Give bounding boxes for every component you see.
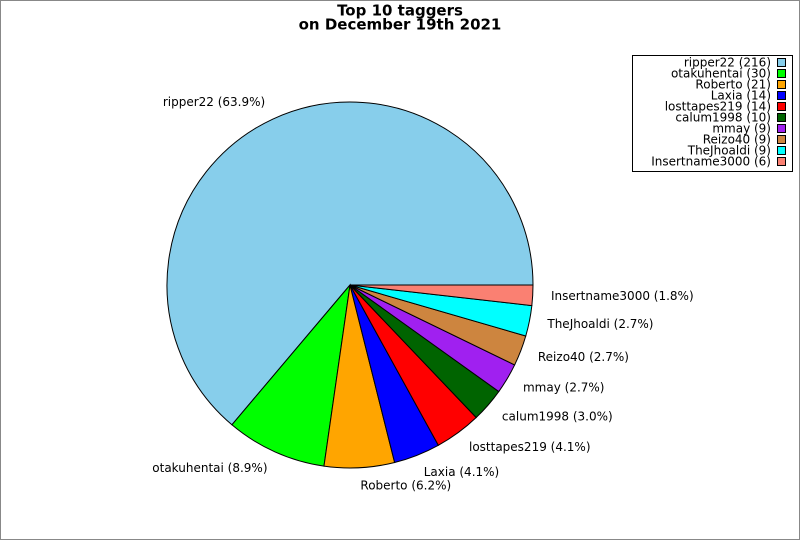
legend-label: otakuhentai (30): [671, 67, 771, 81]
slice-label: mmay (2.7%): [523, 380, 605, 394]
slice-label: TheJhoaldi (2.7%): [546, 317, 653, 331]
legend-label: Reizo40 (9): [703, 133, 771, 147]
slice-label: Reizo40 (2.7%): [538, 350, 629, 364]
slice-label: Roberto (6.2%): [360, 479, 451, 493]
legend-swatch: [777, 102, 786, 111]
legend-label: calum1998 (10): [675, 111, 771, 125]
slice-label: calum1998 (3.0%): [502, 410, 613, 424]
legend-label: Laxia (14): [711, 89, 771, 103]
legend-swatch: [777, 58, 786, 67]
legend-box: [632, 55, 793, 172]
pie-slice: [166, 101, 534, 426]
legend-swatch: [777, 124, 786, 133]
slice-label: losttapes219 (4.1%): [469, 440, 591, 454]
legend-swatch: [777, 113, 786, 122]
legend-swatch: [777, 91, 786, 100]
chart-subtitle: on December 19th 2021: [299, 16, 502, 34]
pie-slice: [231, 283, 351, 467]
legend-label: Roberto (21): [695, 78, 771, 92]
legend-swatch: [777, 146, 786, 155]
legend-swatch: [777, 80, 786, 89]
legend-label: losttapes219 (14): [665, 100, 771, 114]
legend-label: Insertname3000 (6): [651, 155, 771, 169]
chart-title: Top 10 taggers: [337, 2, 463, 20]
legend-swatch: [777, 69, 786, 78]
legend-swatch: [777, 135, 786, 144]
legend-label: TheJhoaldi (9): [687, 144, 771, 158]
pie-slice: [349, 284, 534, 307]
legend-label: mmay (9): [712, 122, 771, 136]
slice-label: ripper22 (63.9%): [163, 95, 265, 109]
slice-label: otakuhentai (8.9%): [152, 461, 267, 475]
slice-label: Insertname3000 (1.8%): [551, 289, 694, 303]
legend-label: ripper22 (216): [684, 56, 771, 70]
slice-label: Laxia (4.1%): [424, 465, 500, 479]
legend-swatch: [777, 157, 786, 166]
